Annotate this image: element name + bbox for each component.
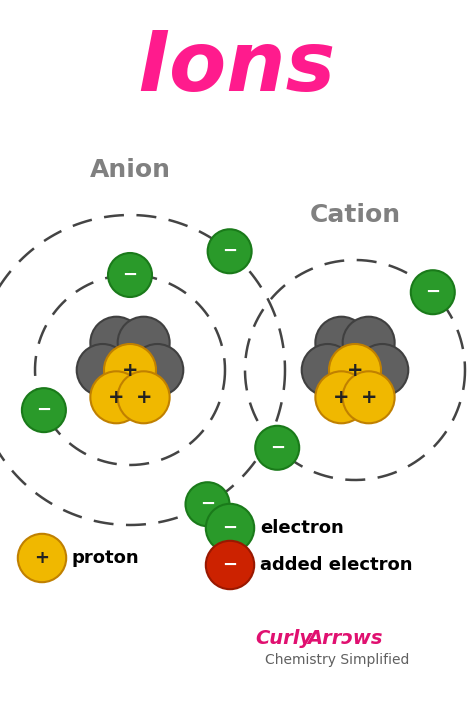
Circle shape — [185, 482, 229, 526]
Text: −: − — [270, 439, 285, 456]
Text: Curly: Curly — [255, 629, 312, 648]
Text: Chemistry Simplified: Chemistry Simplified — [265, 653, 410, 667]
Text: −: − — [200, 496, 215, 513]
Circle shape — [91, 371, 142, 423]
Text: +: + — [108, 387, 125, 407]
Text: Cation: Cation — [310, 203, 401, 227]
Text: proton: proton — [72, 549, 140, 567]
Circle shape — [108, 253, 152, 297]
Text: −: − — [36, 401, 52, 419]
Circle shape — [206, 541, 254, 589]
Circle shape — [91, 316, 142, 369]
Text: +: + — [122, 360, 138, 380]
Text: added electron: added electron — [260, 556, 412, 574]
Text: −: − — [222, 242, 237, 260]
Circle shape — [208, 229, 252, 273]
Circle shape — [315, 316, 367, 369]
Text: +: + — [360, 387, 377, 407]
Text: electron: electron — [260, 519, 344, 537]
Circle shape — [356, 344, 408, 396]
Circle shape — [206, 504, 254, 552]
Text: Arrɔws: Arrɔws — [307, 629, 383, 648]
Circle shape — [343, 371, 395, 423]
Circle shape — [118, 371, 170, 423]
Circle shape — [77, 344, 129, 396]
Text: −: − — [222, 556, 237, 574]
Circle shape — [22, 388, 66, 432]
Circle shape — [104, 344, 156, 396]
Text: Anion: Anion — [90, 158, 171, 182]
Text: +: + — [347, 360, 363, 380]
Text: −: − — [122, 266, 137, 284]
Text: −: − — [222, 519, 237, 537]
Text: Ions: Ions — [138, 28, 336, 109]
Circle shape — [411, 270, 455, 314]
Circle shape — [329, 344, 381, 396]
Circle shape — [118, 316, 170, 369]
Circle shape — [343, 316, 395, 369]
Text: +: + — [333, 387, 350, 407]
Circle shape — [131, 344, 183, 396]
Text: −: − — [425, 283, 440, 301]
Circle shape — [18, 534, 66, 582]
Text: +: + — [136, 387, 152, 407]
Text: +: + — [35, 549, 49, 567]
Circle shape — [315, 371, 367, 423]
Circle shape — [255, 426, 299, 470]
Circle shape — [301, 344, 354, 396]
